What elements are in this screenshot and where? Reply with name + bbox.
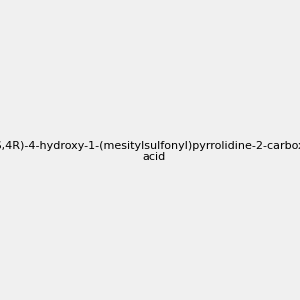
Text: (2S,4R)-4-hydroxy-1-(mesitylsulfonyl)pyrrolidine-2-carboxylic acid: (2S,4R)-4-hydroxy-1-(mesitylsulfonyl)pyr… [0, 141, 300, 162]
